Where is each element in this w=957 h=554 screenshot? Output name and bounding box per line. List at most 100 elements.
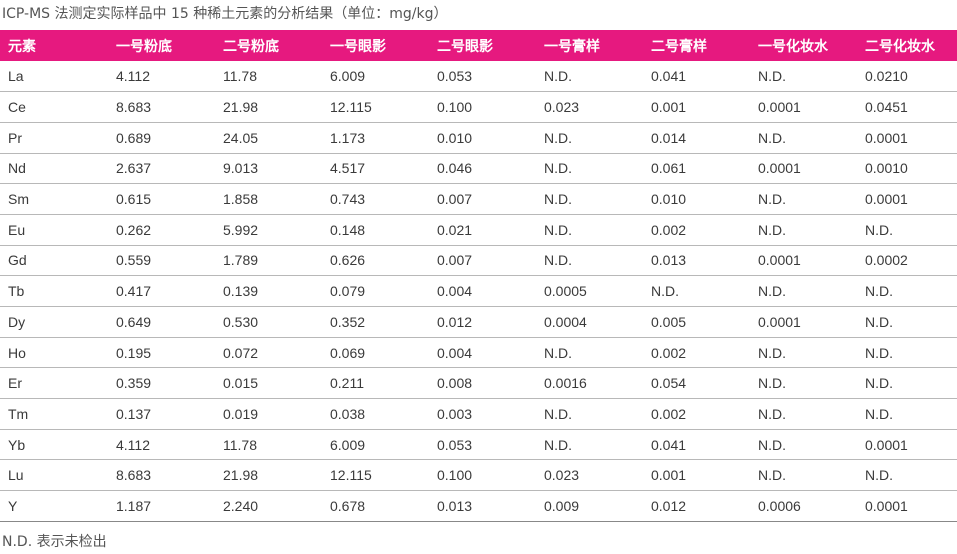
value-cell: 0.002 xyxy=(643,214,750,246)
column-header: 二号膏样 xyxy=(651,38,707,55)
value-cell: 0.0016 xyxy=(536,367,643,400)
value-cell: 0.649 xyxy=(108,306,215,338)
value-cell: 0.0002 xyxy=(857,245,957,277)
value-cell: 0.005 xyxy=(643,306,750,338)
value-cell: 0.211 xyxy=(322,367,429,400)
value-cell: 0.626 xyxy=(322,245,429,277)
value-cell: 24.05 xyxy=(215,122,322,154)
value-cell: 0.053 xyxy=(429,61,536,93)
value-cell: 0.023 xyxy=(536,459,643,492)
value-cell: N.D. xyxy=(750,122,857,154)
value-cell: 0.001 xyxy=(643,91,750,123)
value-cell: N.D. xyxy=(536,398,643,430)
value-cell: N.D. xyxy=(536,183,643,215)
value-cell: 0.021 xyxy=(429,214,536,246)
table-body: La 4.112 11.78 6.009 0.053 N.D. 0.041 N.D. 0.021… xyxy=(0,61,957,522)
value-cell: 0.038 xyxy=(322,398,429,430)
element-cell: Pr xyxy=(0,122,108,154)
footnote: N.D. 表示未检出 xyxy=(2,534,107,550)
value-cell: 0.004 xyxy=(429,337,536,369)
value-cell: 0.007 xyxy=(429,245,536,277)
table-row: La 4.112 11.78 6.009 0.053 N.D. 0.041 N.D. 0.021… xyxy=(0,61,957,93)
value-cell: 0.010 xyxy=(643,183,750,215)
value-cell: N.D. xyxy=(857,337,957,369)
value-cell: 0.061 xyxy=(643,153,750,185)
value-cell: 0.195 xyxy=(108,337,215,369)
value-cell: N.D. xyxy=(857,367,957,400)
column-header: 一号化妆水 xyxy=(758,38,828,55)
value-cell: 0.530 xyxy=(215,306,322,338)
value-cell: 0.008 xyxy=(429,367,536,400)
value-cell: 2.637 xyxy=(108,153,215,185)
value-cell: 21.98 xyxy=(215,91,322,123)
table-row: Lu 8.683 21.98 12.115 0.100 0.023 0.001 N.D. N.D… xyxy=(0,459,957,492)
value-cell: 9.013 xyxy=(215,153,322,185)
table-header: 元素 一号粉底 二号粉底 一号眼影 二号眼影 一号膏样 二号膏样 一号化妆水 二号化妆水 xyxy=(0,30,957,61)
element-cell: Yb xyxy=(0,429,108,461)
value-cell: 0.009 xyxy=(536,490,643,522)
column-header: 二号化妆水 xyxy=(865,38,935,55)
value-cell: 0.0004 xyxy=(536,306,643,338)
value-cell: N.D. xyxy=(750,459,857,492)
table-row: Gd 0.559 1.789 0.626 0.007 N.D. 0.013 0.0001 0.0… xyxy=(0,245,957,277)
value-cell: 21.98 xyxy=(215,459,322,492)
column-header: 二号粉底 xyxy=(223,38,279,55)
element-cell: La xyxy=(0,61,108,93)
value-cell: 0.014 xyxy=(643,122,750,154)
value-cell: 0.001 xyxy=(643,459,750,492)
value-cell: N.D. xyxy=(536,61,643,93)
value-cell: 1.858 xyxy=(215,183,322,215)
element-cell: Lu xyxy=(0,459,108,492)
value-cell: N.D. xyxy=(536,429,643,461)
value-cell: 1.187 xyxy=(108,490,215,522)
value-cell: 0.072 xyxy=(215,337,322,369)
value-cell: 0.689 xyxy=(108,122,215,154)
table-row: Dy 0.649 0.530 0.352 0.012 0.0004 0.005 0.0001 N… xyxy=(0,306,957,338)
value-cell: N.D. xyxy=(857,275,957,307)
value-cell: 0.0001 xyxy=(750,153,857,185)
value-cell: 0.054 xyxy=(643,367,750,400)
value-cell: 0.012 xyxy=(429,306,536,338)
value-cell: N.D. xyxy=(750,183,857,215)
value-cell: N.D. xyxy=(857,214,957,246)
value-cell: 1.173 xyxy=(322,122,429,154)
value-cell: 0.023 xyxy=(536,91,643,123)
table-row: Tb 0.417 0.139 0.079 0.004 0.0005 N.D. N.D. N.D. xyxy=(0,275,957,307)
table-row: Y 1.187 2.240 0.678 0.013 0.009 0.012 0.0006 0.0… xyxy=(0,490,957,522)
table-caption: ICP-MS 法测定实际样品中 15 种稀土元素的分析结果（单位：mg/kg） xyxy=(2,6,448,22)
value-cell: N.D. xyxy=(857,398,957,430)
column-header: 二号眼影 xyxy=(437,38,493,55)
header-row: 元素 一号粉底 二号粉底 一号眼影 二号眼影 一号膏样 二号膏样 一号化妆水 二号化妆水 xyxy=(0,30,957,61)
table-row: Eu 0.262 5.992 0.148 0.021 N.D. 0.002 N.D. N.D. xyxy=(0,214,957,246)
value-cell: 5.992 xyxy=(215,214,322,246)
value-cell: 0.041 xyxy=(643,429,750,461)
results-table: 元素 一号粉底 二号粉底 一号眼影 二号眼影 一号膏样 二号膏样 一号化妆水 二号化妆水 La 4… xyxy=(0,30,957,522)
value-cell: 0.019 xyxy=(215,398,322,430)
value-cell: N.D. xyxy=(536,153,643,185)
element-cell: Y xyxy=(0,490,108,522)
column-header: 一号眼影 xyxy=(330,38,386,55)
element-cell: Tb xyxy=(0,275,108,307)
value-cell: 11.78 xyxy=(215,61,322,93)
value-cell: 0.559 xyxy=(108,245,215,277)
value-cell: N.D. xyxy=(750,429,857,461)
table-row: Tm 0.137 0.019 0.038 0.003 N.D. 0.002 N.D. N.D. xyxy=(0,398,957,430)
value-cell: 0.0001 xyxy=(857,429,957,461)
column-header: 一号膏样 xyxy=(544,38,600,55)
value-cell: 0.100 xyxy=(429,91,536,123)
value-cell: 0.012 xyxy=(643,490,750,522)
column-header: 元素 xyxy=(8,38,36,55)
value-cell: 0.148 xyxy=(322,214,429,246)
value-cell: N.D. xyxy=(643,275,750,307)
value-cell: 0.100 xyxy=(429,459,536,492)
value-cell: 0.013 xyxy=(429,490,536,522)
value-cell: 0.002 xyxy=(643,398,750,430)
value-cell: N.D. xyxy=(857,459,957,492)
value-cell: N.D. xyxy=(750,398,857,430)
column-header: 一号粉底 xyxy=(116,38,172,55)
value-cell: 4.517 xyxy=(322,153,429,185)
value-cell: N.D. xyxy=(750,337,857,369)
value-cell: 0.0005 xyxy=(536,275,643,307)
value-cell: 4.112 xyxy=(108,429,215,461)
value-cell: 2.240 xyxy=(215,490,322,522)
